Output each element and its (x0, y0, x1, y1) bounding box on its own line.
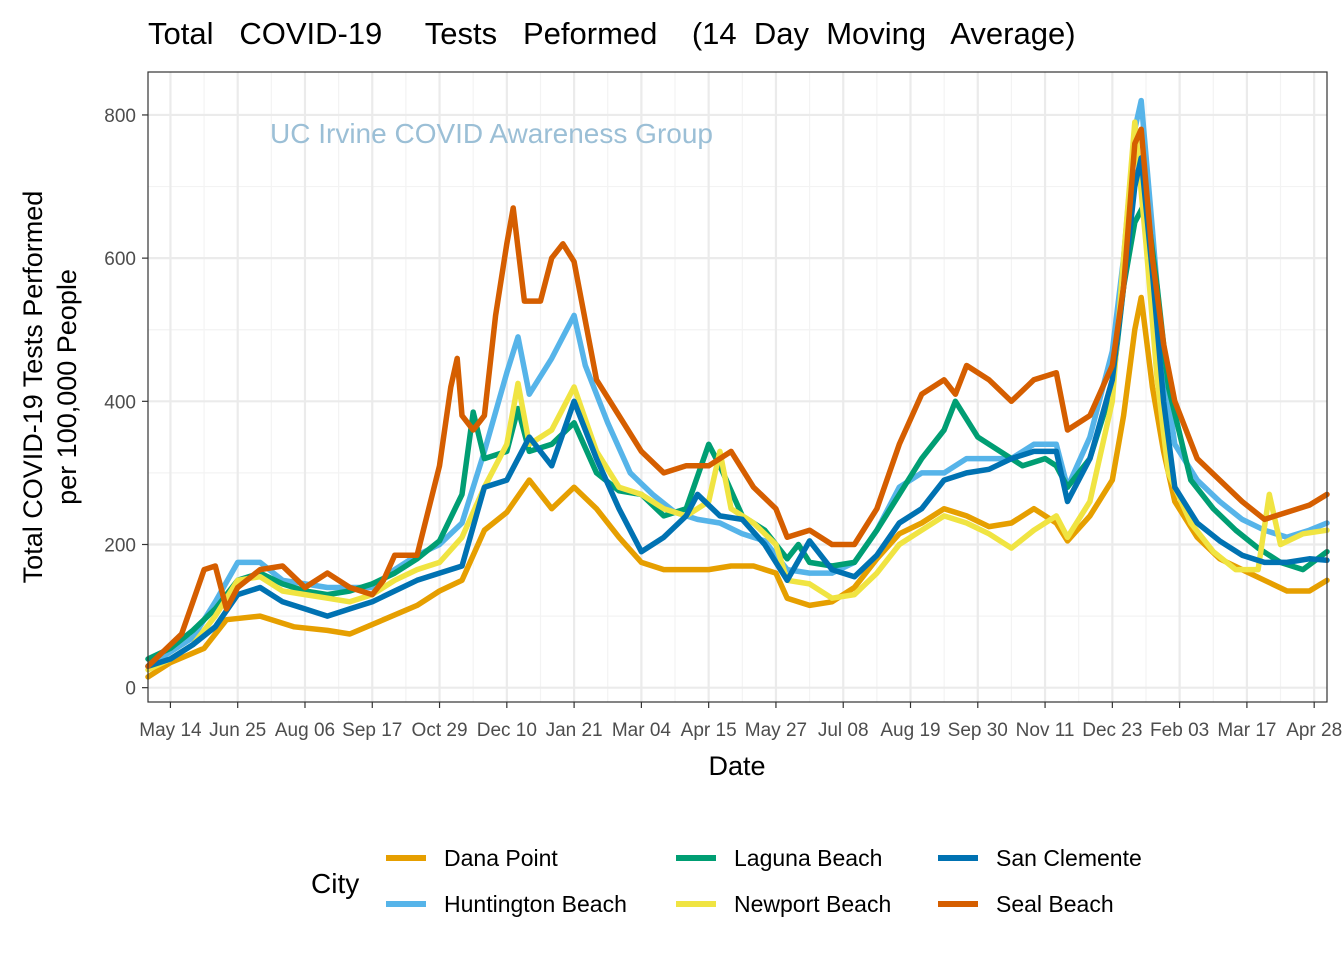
grid-major (148, 72, 1327, 702)
x-tick-label: Dec 10 (477, 720, 537, 741)
y-axis-title-line2: per 100,000 People (52, 269, 82, 505)
x-tick-label: May 27 (745, 720, 807, 741)
x-tick-label: Apr 15 (681, 720, 737, 741)
legend-title: City (311, 868, 359, 899)
x-tick-label: Sep 17 (342, 720, 402, 741)
x-tick-label: Nov 11 (1016, 720, 1075, 741)
series-line-seal-beach (145, 126, 1330, 669)
legend-label-laguna-beach: Laguna Beach (734, 845, 882, 871)
legend-label-newport-beach: Newport Beach (734, 891, 891, 917)
x-tick-label: Aug 19 (880, 720, 940, 741)
plot-border (147, 71, 1328, 703)
x-tick-label: Mar 17 (1217, 720, 1276, 741)
x-axis-title: Date (708, 751, 765, 781)
y-axis-title-line1: Total COVID-19 Tests Performed (18, 191, 48, 584)
y-tick-label: 200 (104, 536, 136, 557)
y-tick-label: 0 (125, 679, 136, 700)
legend: City Dana Point Huntington Beach Laguna Be… (311, 845, 1142, 917)
y-axis: 0 200 400 600 800 (104, 106, 148, 700)
x-axis: May 14 Jun 25 Aug 06 Sep 17 Oct 29 Dec 10 Jan … (139, 702, 1342, 741)
grid-minor (148, 72, 1327, 702)
x-tick-label: Dec 23 (1082, 720, 1142, 741)
x-tick-label: Sep 30 (948, 720, 1008, 741)
x-tick-label: Oct 29 (412, 720, 468, 741)
x-tick-label: Jun 25 (209, 720, 266, 741)
chart-title: Total COVID-19 Tests Peformed (14 Day Mo… (148, 16, 1076, 51)
y-tick-label: 600 (104, 249, 136, 270)
legend-label-dana-point: Dana Point (444, 845, 558, 871)
legend-label-san-clemente: San Clemente (996, 845, 1142, 871)
watermark-text: UC Irvine COVID Awareness Group (270, 118, 713, 149)
x-tick-label: Feb 03 (1150, 720, 1209, 741)
x-tick-label: Apr 28 (1286, 720, 1342, 741)
x-tick-label: Jul 08 (818, 720, 869, 741)
legend-label-seal-beach: Seal Beach (996, 891, 1114, 917)
y-tick-label: 800 (104, 106, 136, 127)
legend-label-huntington-beach: Huntington Beach (444, 891, 627, 917)
x-tick-label: Mar 04 (612, 720, 672, 741)
legend-items: Dana Point Huntington Beach Laguna Beach Ne… (386, 845, 1142, 917)
plot-panel: UC Irvine COVID Awareness Group (145, 71, 1330, 703)
x-tick-label: Aug 06 (275, 720, 335, 741)
x-tick-label: Jan 21 (546, 720, 603, 741)
series-lines (145, 97, 1330, 680)
y-tick-label: 400 (104, 392, 136, 413)
series-line-dana-point (145, 294, 1330, 680)
x-tick-label: May 14 (139, 720, 202, 741)
